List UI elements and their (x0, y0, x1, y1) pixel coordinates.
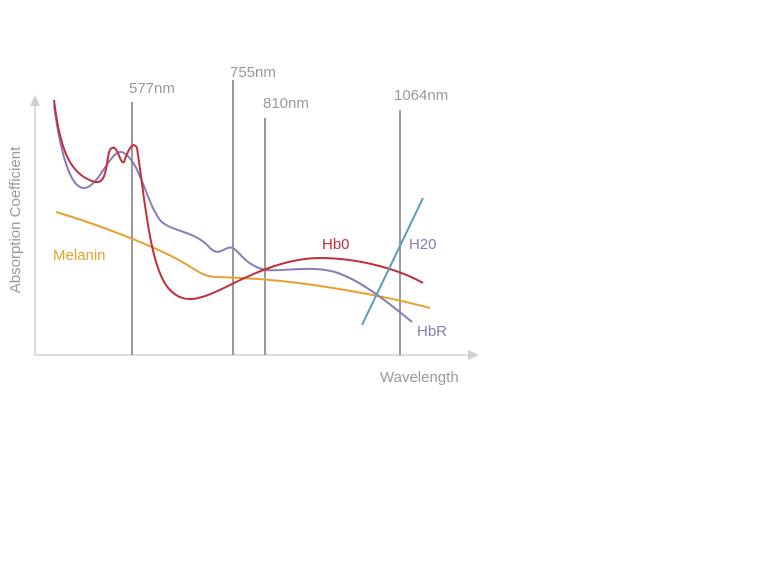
wavelength-label: 755nm (230, 64, 276, 81)
melanin-curve (55, 211, 431, 309)
wavelength-label: 810nm (263, 95, 309, 112)
curve-label: Hb0 (322, 236, 350, 253)
wavelength-label: 1064nm (394, 87, 448, 104)
x-axis-arrow (468, 350, 479, 360)
y-axis-arrow (30, 95, 40, 106)
curve-label: Melanin (53, 247, 106, 264)
curve-label: HbR (417, 323, 447, 340)
curve-label: H20 (409, 236, 437, 253)
wavelength-label: 577nm (129, 80, 175, 97)
hbr-curve (53, 104, 413, 323)
y-axis-label: Absorption Coefficient (7, 146, 24, 293)
x-axis-label: Wavelength (380, 369, 459, 386)
hbo-curve (53, 99, 424, 301)
h2o-curve (361, 197, 424, 326)
